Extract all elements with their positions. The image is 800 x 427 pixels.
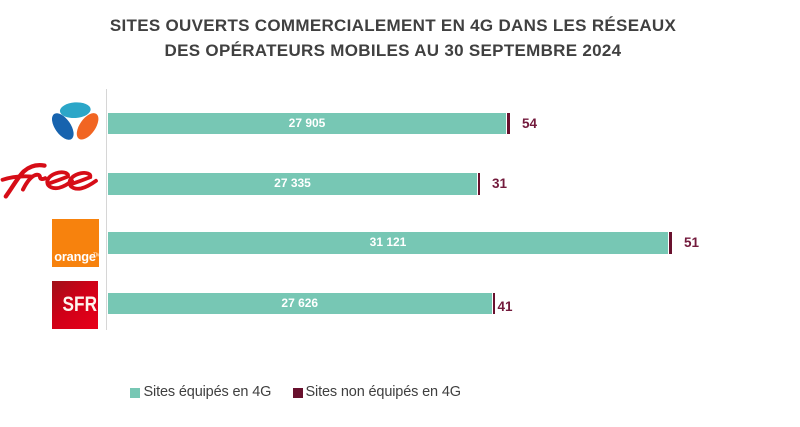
svg-text:TM: TM — [93, 253, 100, 259]
